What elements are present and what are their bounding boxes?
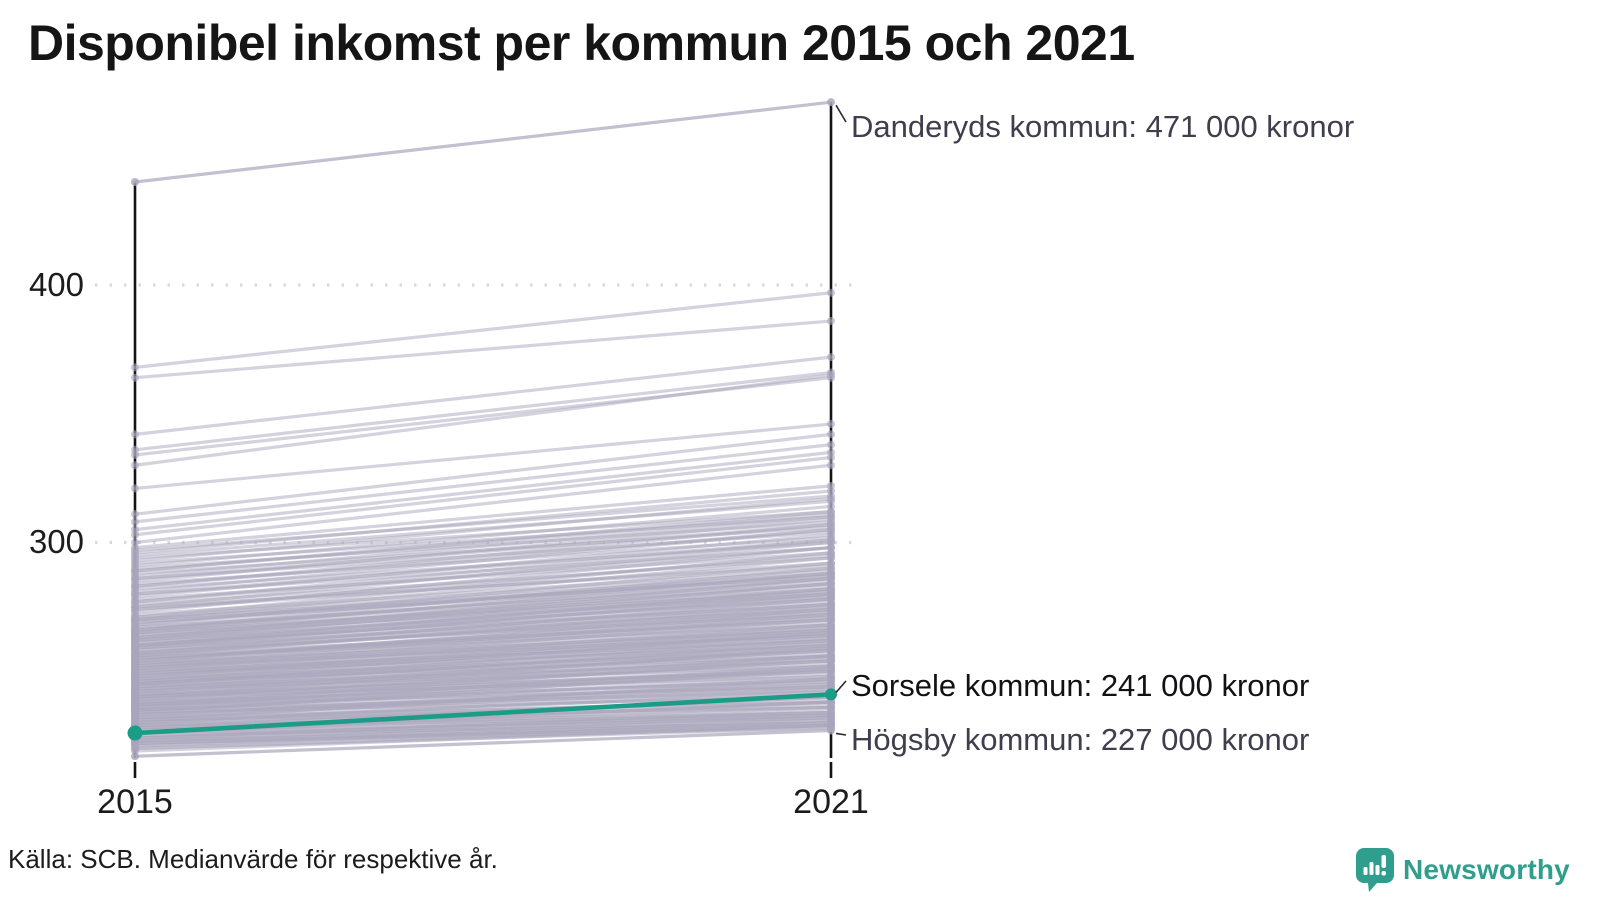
newsworthy-wordmark: Newsworthy	[1403, 854, 1570, 885]
x-axis-label-2021: 2021	[793, 783, 869, 821]
newsworthy-logo: Newsworthy	[1356, 848, 1570, 892]
y-axis-tick-300: 300	[28, 523, 84, 560]
source-note: Källa: SCB. Medianvärde för respektive å…	[8, 844, 498, 874]
annotation-danderyd: Danderyds kommun: 471 000 kronor	[851, 109, 1355, 144]
chart-title: Disponibel inkomst per kommun 2015 och 2…	[28, 15, 1135, 71]
newsworthy-bubble-icon	[1356, 848, 1394, 892]
annotation-hogsby: Högsby kommun: 227 000 kronor	[851, 722, 1310, 757]
x-axis-label-2015: 2015	[97, 783, 173, 821]
y-axis-tick-400: 400	[28, 266, 84, 303]
annotation-sorsele: Sorsele kommun: 241 000 kronor	[851, 668, 1310, 703]
